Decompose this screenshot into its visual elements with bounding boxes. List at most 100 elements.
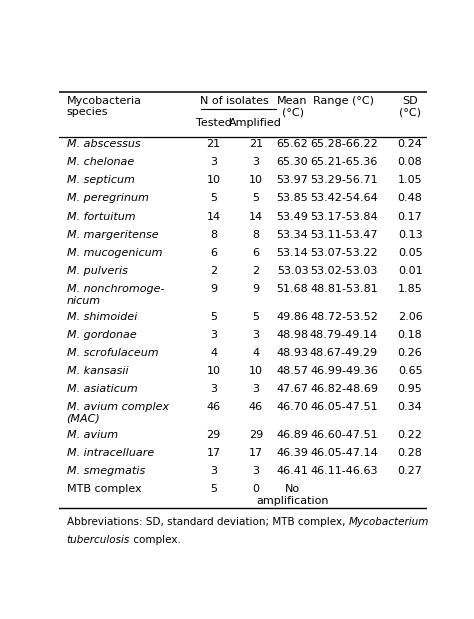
Text: 29: 29 xyxy=(206,430,221,440)
Text: 1.85: 1.85 xyxy=(398,284,422,294)
Text: M. smegmatis: M. smegmatis xyxy=(66,466,145,476)
Text: 53.85: 53.85 xyxy=(277,193,309,204)
Text: 5: 5 xyxy=(210,193,217,204)
Text: tuberculosis: tuberculosis xyxy=(66,535,130,545)
Text: Range (°C): Range (°C) xyxy=(313,96,374,106)
Text: M. peregrinum: M. peregrinum xyxy=(66,193,148,204)
Text: 47.67: 47.67 xyxy=(276,384,309,394)
Text: 48.93: 48.93 xyxy=(276,348,309,358)
Text: 14: 14 xyxy=(207,212,220,222)
Text: 51.68: 51.68 xyxy=(277,284,309,294)
Text: 3: 3 xyxy=(210,157,217,167)
Text: 46.05-47.14: 46.05-47.14 xyxy=(310,448,378,458)
Text: 0.01: 0.01 xyxy=(398,266,422,276)
Text: 0.26: 0.26 xyxy=(398,348,422,358)
Text: 6: 6 xyxy=(252,248,259,258)
Text: 46.89: 46.89 xyxy=(276,430,309,440)
Text: 29: 29 xyxy=(249,430,263,440)
Text: 49.86: 49.86 xyxy=(276,311,309,322)
Text: 53.11-53.47: 53.11-53.47 xyxy=(310,230,378,240)
Text: 3: 3 xyxy=(252,330,259,340)
Text: 0.95: 0.95 xyxy=(398,384,422,394)
Text: 10: 10 xyxy=(207,366,220,376)
Text: 46: 46 xyxy=(207,402,220,412)
Text: 46.70: 46.70 xyxy=(277,402,309,412)
Text: 0.28: 0.28 xyxy=(398,448,422,458)
Text: 53.07-53.22: 53.07-53.22 xyxy=(310,248,378,258)
Text: 53.14: 53.14 xyxy=(277,248,309,258)
Text: M. septicum: M. septicum xyxy=(66,175,135,185)
Text: M. fortuitum: M. fortuitum xyxy=(66,212,135,222)
Text: 53.97: 53.97 xyxy=(277,175,309,185)
Text: 4: 4 xyxy=(210,348,217,358)
Text: 0.27: 0.27 xyxy=(398,466,422,476)
Text: 2.06: 2.06 xyxy=(398,311,422,322)
Text: 9: 9 xyxy=(210,284,217,294)
Text: Abbreviations: SD, standard deviation; MTB complex,: Abbreviations: SD, standard deviation; M… xyxy=(66,517,348,527)
Text: 48.57: 48.57 xyxy=(276,366,309,376)
Text: 10: 10 xyxy=(249,366,263,376)
Text: 53.34: 53.34 xyxy=(277,230,309,240)
Text: 0.17: 0.17 xyxy=(398,212,422,222)
Text: 0.13: 0.13 xyxy=(398,230,422,240)
Text: M. avium: M. avium xyxy=(66,430,118,440)
Text: 3: 3 xyxy=(252,384,259,394)
Text: 14: 14 xyxy=(249,212,263,222)
Text: 0.34: 0.34 xyxy=(398,402,422,412)
Text: 65.21-65.36: 65.21-65.36 xyxy=(310,157,378,167)
Text: SD
(°C): SD (°C) xyxy=(399,96,421,118)
Text: 53.42-54.64: 53.42-54.64 xyxy=(310,193,378,204)
Text: 46.05-47.51: 46.05-47.51 xyxy=(310,402,378,412)
Text: 0.08: 0.08 xyxy=(398,157,422,167)
Text: 0: 0 xyxy=(252,484,259,494)
Text: M. scrofulaceum: M. scrofulaceum xyxy=(66,348,158,358)
Text: 65.30: 65.30 xyxy=(277,157,308,167)
Text: 21: 21 xyxy=(207,139,220,149)
Text: 5: 5 xyxy=(252,193,259,204)
Text: Mean
(°C): Mean (°C) xyxy=(277,96,308,118)
Text: 3: 3 xyxy=(252,466,259,476)
Text: complex.: complex. xyxy=(130,535,181,545)
Text: 48.67-49.29: 48.67-49.29 xyxy=(310,348,378,358)
Text: 53.49: 53.49 xyxy=(277,212,309,222)
Text: M. shimoidei: M. shimoidei xyxy=(66,311,137,322)
Text: 0.22: 0.22 xyxy=(398,430,422,440)
Text: 5: 5 xyxy=(252,311,259,322)
Text: 0.48: 0.48 xyxy=(398,193,422,204)
Text: MTB complex: MTB complex xyxy=(66,484,141,494)
Text: 46: 46 xyxy=(249,402,263,412)
Text: M. abscessus: M. abscessus xyxy=(66,139,140,149)
Text: 53.29-56.71: 53.29-56.71 xyxy=(310,175,378,185)
Text: 0.18: 0.18 xyxy=(398,330,422,340)
Text: 10: 10 xyxy=(249,175,263,185)
Text: 46.82-48.69: 46.82-48.69 xyxy=(310,384,378,394)
Text: M. gordonae: M. gordonae xyxy=(66,330,137,340)
Text: 2: 2 xyxy=(210,266,217,276)
Text: 65.62: 65.62 xyxy=(277,139,309,149)
Text: 10: 10 xyxy=(207,175,220,185)
Text: M. margeritense: M. margeritense xyxy=(66,230,158,240)
Text: Tested: Tested xyxy=(196,118,231,128)
Text: 21: 21 xyxy=(249,139,263,149)
Text: M. intracelluare: M. intracelluare xyxy=(66,448,154,458)
Text: 46.11-46.63: 46.11-46.63 xyxy=(310,466,378,476)
Text: 48.81-53.81: 48.81-53.81 xyxy=(310,284,378,294)
Text: 5: 5 xyxy=(210,311,217,322)
Text: 46.99-49.36: 46.99-49.36 xyxy=(310,366,378,376)
Text: 53.17-53.84: 53.17-53.84 xyxy=(310,212,378,222)
Text: M. pulveris: M. pulveris xyxy=(66,266,128,276)
Text: 8: 8 xyxy=(210,230,217,240)
Text: M. asiaticum: M. asiaticum xyxy=(66,384,137,394)
Text: 3: 3 xyxy=(210,384,217,394)
Text: 1.05: 1.05 xyxy=(398,175,422,185)
Text: 17: 17 xyxy=(207,448,220,458)
Text: 48.79-49.14: 48.79-49.14 xyxy=(310,330,378,340)
Text: 6: 6 xyxy=(210,248,217,258)
Text: 2: 2 xyxy=(252,266,259,276)
Text: 46.41: 46.41 xyxy=(277,466,309,476)
Text: 5: 5 xyxy=(210,484,217,494)
Text: M. avium complex
(MAC): M. avium complex (MAC) xyxy=(66,402,169,424)
Text: Amplified: Amplified xyxy=(229,118,282,128)
Text: 3: 3 xyxy=(210,466,217,476)
Text: 53.02-53.03: 53.02-53.03 xyxy=(310,266,378,276)
